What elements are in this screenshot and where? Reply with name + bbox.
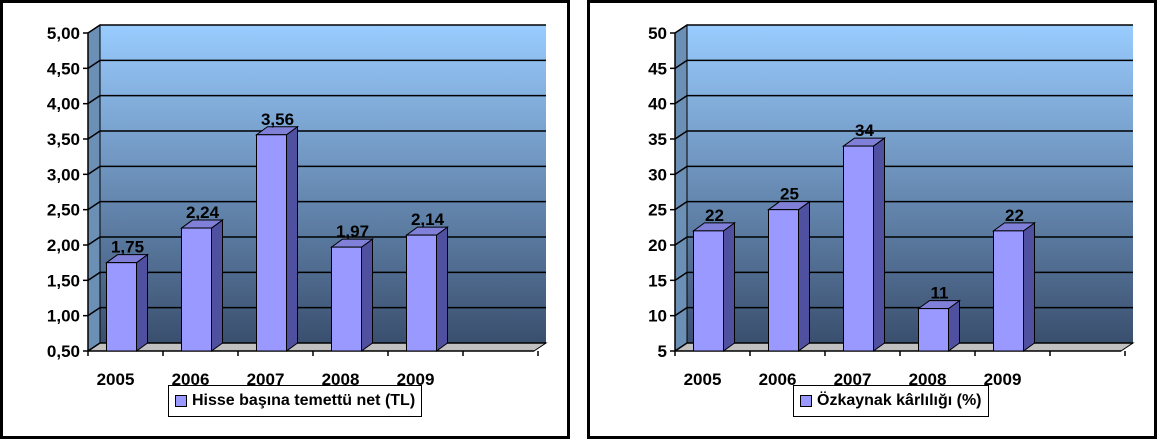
bar-side bbox=[948, 299, 960, 352]
bar bbox=[768, 209, 799, 352]
gridline bbox=[674, 200, 1133, 211]
data-label: 1,97 bbox=[336, 222, 369, 241]
bar bbox=[331, 246, 362, 352]
gridline bbox=[87, 342, 546, 352]
y-tick-label: 3,00 bbox=[47, 165, 80, 184]
y-tick-label: 40 bbox=[648, 95, 667, 114]
y-tick-label: 50 bbox=[648, 24, 667, 43]
bar bbox=[106, 262, 137, 352]
x-tick-label: 2009 bbox=[397, 370, 435, 389]
legend: Hisse başına temettü net (TL) bbox=[168, 385, 423, 417]
dividend-chart: 0,50 1,00 1,50 2,00 2,50 3,00 3,50 4,00 4,50 5,00… bbox=[47, 24, 548, 389]
y-tick-label: 30 bbox=[648, 165, 667, 184]
bar-side bbox=[136, 253, 148, 352]
gridline bbox=[674, 342, 1133, 352]
x-tick-label: 2008 bbox=[322, 370, 360, 389]
data-label: 11 bbox=[931, 284, 949, 303]
gridline bbox=[87, 236, 546, 246]
y-tick-label: 10 bbox=[648, 307, 667, 326]
legend-label: Hisse başına temettü net (TL) bbox=[192, 392, 416, 409]
x-tick-label: 2007 bbox=[247, 370, 285, 389]
data-label: 22 bbox=[705, 206, 724, 225]
x-tick-label: 2009 bbox=[984, 370, 1022, 389]
gridline bbox=[87, 59, 546, 69]
gridline bbox=[87, 24, 546, 34]
x-tick-label: 2005 bbox=[684, 370, 722, 389]
data-label: 25 bbox=[780, 185, 799, 204]
bar bbox=[181, 227, 212, 352]
x-tick-label: 2006 bbox=[172, 370, 210, 389]
y-tick-label: 4,50 bbox=[47, 59, 80, 78]
gridline bbox=[674, 271, 1133, 281]
plot-floor bbox=[673, 342, 1135, 352]
y-tick-label: 1,50 bbox=[47, 271, 80, 290]
x-tick-label: 2005 bbox=[97, 370, 135, 389]
plot-back-wall bbox=[100, 25, 546, 343]
bar bbox=[993, 230, 1024, 352]
plot-side-wall bbox=[674, 24, 688, 352]
data-label: 34 bbox=[855, 121, 874, 140]
y-tick-label: 3,50 bbox=[47, 130, 80, 149]
bar-side bbox=[1023, 221, 1035, 352]
bar bbox=[406, 234, 437, 352]
y-tick-label: 0,50 bbox=[47, 342, 80, 361]
bar-side bbox=[798, 200, 810, 352]
y-tick-label: 20 bbox=[648, 236, 667, 255]
y-tick-label: 1,00 bbox=[47, 307, 80, 326]
equity-return-chart-panel: 5 10 15 20 25 30 35 40 45 50 22 2005 25 2006 34 2007 11 2… bbox=[587, 0, 1157, 439]
x-tick-label: 2006 bbox=[759, 370, 797, 389]
bar bbox=[843, 145, 874, 352]
data-label: 22 bbox=[1005, 206, 1024, 225]
gridline bbox=[674, 59, 1133, 69]
bar-side bbox=[211, 219, 223, 352]
gridline bbox=[674, 24, 1133, 34]
gridline bbox=[87, 130, 546, 140]
gridline bbox=[674, 306, 1133, 317]
gridline bbox=[674, 165, 1133, 175]
bar-side bbox=[286, 125, 298, 352]
equity-return-chart: 5 10 15 20 25 30 35 40 45 50 22 2005 25 2006 34 2007 11 2… bbox=[648, 24, 1135, 389]
gridline bbox=[674, 236, 1133, 246]
x-tick-label: 2007 bbox=[834, 370, 872, 389]
data-label: 2,14 bbox=[411, 210, 445, 229]
y-tick-label: 4,00 bbox=[47, 95, 80, 114]
gridline bbox=[87, 306, 546, 317]
y-tick-label: 2,00 bbox=[47, 236, 80, 255]
bar-side bbox=[723, 221, 735, 352]
legend-swatch bbox=[800, 395, 812, 407]
gridline bbox=[87, 94, 546, 105]
legend-label: Özkaynak kârlılığı (%) bbox=[817, 392, 982, 409]
y-tick-label: 45 bbox=[648, 59, 667, 78]
bar bbox=[693, 230, 724, 352]
data-label: 2,24 bbox=[186, 203, 220, 222]
y-tick-label: 35 bbox=[648, 130, 667, 149]
bar-side bbox=[361, 238, 373, 352]
y-tick-label: 15 bbox=[648, 271, 667, 290]
plot-back-wall bbox=[687, 25, 1133, 343]
data-label: 3,56 bbox=[261, 110, 294, 129]
plot-floor bbox=[86, 342, 548, 352]
gridline bbox=[87, 200, 546, 211]
bar-side bbox=[436, 226, 448, 352]
bar bbox=[918, 308, 949, 352]
gridline bbox=[87, 271, 546, 281]
legend-swatch bbox=[175, 395, 187, 407]
plot-side-wall bbox=[87, 24, 101, 352]
y-tick-label: 5,00 bbox=[47, 24, 80, 43]
x-tick-label: 2008 bbox=[909, 370, 947, 389]
y-tick-label: 5 bbox=[658, 342, 667, 361]
bar bbox=[256, 134, 287, 352]
bar-side bbox=[873, 137, 885, 352]
legend: Özkaynak kârlılığı (%) bbox=[793, 385, 989, 417]
dividend-chart-panel: 0,50 1,00 1,50 2,00 2,50 3,00 3,50 4,00 4,50 5,00… bbox=[0, 0, 570, 439]
y-tick-label: 25 bbox=[648, 201, 667, 220]
gridline bbox=[674, 94, 1133, 105]
gridline bbox=[674, 130, 1133, 140]
y-tick-label: 2,50 bbox=[47, 201, 80, 220]
data-label: 1,75 bbox=[111, 238, 144, 257]
gridline bbox=[87, 165, 546, 175]
